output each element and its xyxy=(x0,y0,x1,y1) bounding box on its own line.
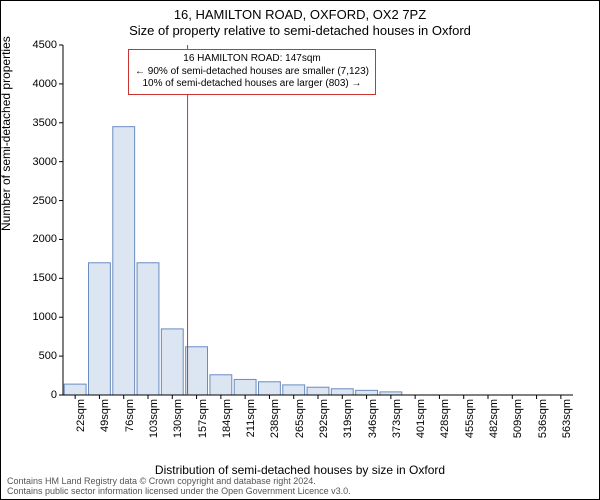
annotation-line: 10% of semi-detached houses are larger (… xyxy=(135,78,369,91)
bar xyxy=(210,375,232,395)
bar xyxy=(161,329,183,395)
bar xyxy=(331,389,353,395)
y-tick-label: 4000 xyxy=(33,78,57,90)
bar xyxy=(64,384,86,395)
x-tick-label: 292sqm xyxy=(318,399,330,438)
x-tick-label: 455sqm xyxy=(464,399,476,438)
chart-title-line1: 16, HAMILTON ROAD, OXFORD, OX2 7PZ xyxy=(1,7,599,22)
annotation-box: 16 HAMILTON ROAD: 147sqm← 90% of semi-de… xyxy=(128,49,376,95)
bar xyxy=(89,263,111,395)
x-tick-label: 22sqm xyxy=(75,399,87,432)
x-axis-label: Distribution of semi-detached houses by … xyxy=(1,463,599,477)
x-tick-label: 401sqm xyxy=(415,399,427,438)
x-tick-label: 563sqm xyxy=(561,399,573,438)
bar xyxy=(356,390,378,395)
chart-title-line2: Size of property relative to semi-detach… xyxy=(1,23,599,38)
x-tick-label: 76sqm xyxy=(124,399,136,432)
y-tick-label: 1000 xyxy=(33,311,57,323)
x-tick-label: 184sqm xyxy=(221,399,233,438)
y-tick-label: 3500 xyxy=(33,117,57,129)
bar xyxy=(186,347,208,395)
x-tick-label: 130sqm xyxy=(172,399,184,438)
annotation-line: 16 HAMILTON ROAD: 147sqm xyxy=(135,53,369,66)
bar xyxy=(137,263,159,395)
x-tick-label: 536sqm xyxy=(537,399,549,438)
plot-area: 16 HAMILTON ROAD: 147sqm← 90% of semi-de… xyxy=(63,45,573,395)
y-tick-label: 2500 xyxy=(33,195,57,207)
y-tick-label: 3000 xyxy=(33,156,57,168)
x-tick-label: 346sqm xyxy=(367,399,379,438)
x-tick-label: 428sqm xyxy=(439,399,451,438)
bar xyxy=(283,385,305,395)
x-tick-label: 49sqm xyxy=(99,399,111,432)
footer-line2: Contains public sector information licen… xyxy=(7,487,351,497)
x-tick-label: 211sqm xyxy=(245,399,257,437)
bar xyxy=(113,127,135,395)
annotation-line: ← 90% of semi-detached houses are smalle… xyxy=(135,66,369,79)
x-tick-label: 157sqm xyxy=(197,399,209,438)
x-tick-label: 509sqm xyxy=(512,399,524,438)
x-tick-label: 103sqm xyxy=(148,399,160,438)
y-tick-label: 0 xyxy=(51,389,57,401)
bar xyxy=(259,382,281,395)
footer: Contains HM Land Registry data © Crown c… xyxy=(7,477,351,497)
x-tick-label: 265sqm xyxy=(294,399,306,438)
bar xyxy=(234,379,256,395)
x-tick-label: 373sqm xyxy=(391,399,403,438)
y-tick-label: 4500 xyxy=(33,39,57,51)
x-tick-label: 238sqm xyxy=(269,399,281,438)
y-axis-label: Number of semi-detached properties xyxy=(0,36,13,231)
bar xyxy=(307,387,329,395)
chart-svg xyxy=(63,45,573,395)
y-tick-label: 500 xyxy=(39,350,57,362)
y-tick-label: 2000 xyxy=(33,233,57,245)
x-tick-label: 482sqm xyxy=(488,399,500,438)
y-tick-label: 1500 xyxy=(33,272,57,284)
x-tick-label: 319sqm xyxy=(342,399,354,438)
page: 16, HAMILTON ROAD, OXFORD, OX2 7PZ Size … xyxy=(0,0,600,500)
